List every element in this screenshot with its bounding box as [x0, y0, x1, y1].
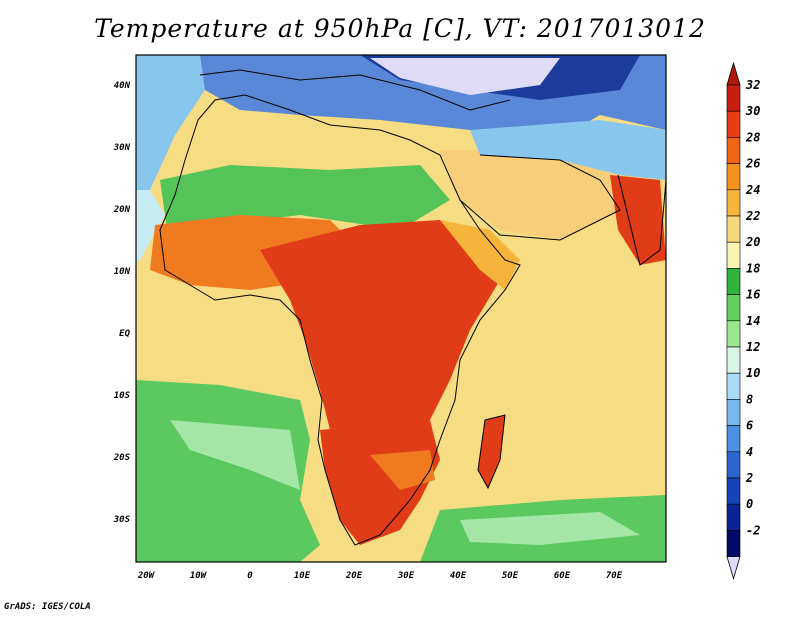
colorbar-swatch [726, 84, 741, 112]
colorbar-swatch [726, 320, 741, 348]
north-atlantic-pale [136, 190, 165, 262]
colorbar-swatch [726, 503, 741, 531]
lon-label: 20E [345, 571, 363, 581]
colorbar-label: 28 [745, 130, 760, 144]
colorbar-label: 32 [745, 78, 760, 92]
lon-label: 70E [606, 571, 623, 581]
lat-label: 20S [113, 453, 131, 463]
colorbar-label: 10 [746, 366, 760, 380]
colorbar-swatch [726, 425, 741, 453]
north-atlantic-cool [136, 55, 230, 230]
lon-label: 10W [190, 571, 208, 581]
south-atlantic-pale [170, 420, 300, 490]
colorbar-label: 12 [746, 340, 760, 354]
europe-coast [199, 69, 511, 111]
madagascar-coast [477, 414, 506, 490]
colorbar-label: 20 [745, 235, 760, 249]
colorbar-swatch [726, 346, 741, 374]
colorbar-label: 26 [745, 157, 760, 171]
sahara-green [160, 165, 450, 250]
lat-label: 10N [114, 267, 131, 277]
colorbar-swatch [726, 110, 741, 138]
lon-label: 0 [247, 571, 253, 581]
map-title: Temperature at 950hPa [C], VT: 201701301… [94, 14, 706, 43]
lon-label: 50E [502, 571, 519, 581]
colorbar-swatch [726, 268, 741, 295]
lat-label: 30N [113, 143, 131, 153]
lat-label: 30S [113, 515, 131, 525]
colorbar-swatch [726, 241, 741, 269]
colorbar-swatch [726, 215, 741, 243]
colorbar-label: -2 [746, 523, 760, 537]
colorbar-label: 22 [745, 209, 760, 223]
colorbar-bottom-arrow [726, 556, 741, 581]
map-frame [135, 54, 667, 563]
horn-warm [440, 220, 520, 290]
colorbar-swatch [726, 137, 741, 164]
coastline-overlay [159, 69, 666, 546]
colorbar-swatch [726, 451, 741, 479]
india-coast [617, 174, 666, 266]
colorbar-label: 2 [745, 471, 753, 485]
colorbar-label: 6 [746, 419, 753, 433]
footer-credit: GrADS: IGES/COLA [4, 602, 91, 612]
lat-axis: 40N 30N 20N 10N EQ 10S 20S 30S [113, 81, 131, 525]
central-africa-hot [260, 220, 500, 440]
colorbar-label: 14 [746, 314, 760, 328]
colorbar-top-arrow [726, 61, 741, 86]
colorbar-swatch [726, 189, 741, 217]
mountain-pale [370, 58, 560, 95]
lon-label: 60E [554, 571, 571, 581]
south-africa-warm [370, 450, 435, 490]
south-africa-hot [320, 420, 440, 545]
colorbar-swatch [726, 372, 741, 400]
south-indian-pale [460, 512, 640, 545]
madagascar [478, 415, 505, 488]
colorbar-swatch [726, 399, 741, 426]
lon-axis: 20W 10W 0 10E 20E 30E 40E 50E 60E 70E [137, 571, 623, 581]
lon-label: 30E [397, 571, 415, 581]
colorbar-swatch [726, 163, 741, 191]
lat-label: 20N [113, 205, 131, 215]
colorbar-label: 8 [746, 392, 753, 406]
africa-coastline [159, 94, 521, 546]
colorbar-label: 4 [746, 445, 753, 459]
lat-label: 40N [114, 81, 131, 91]
colorbar-label: 30 [745, 104, 760, 118]
colorbar-swatch [726, 477, 741, 505]
lat-label: 10S [114, 391, 131, 401]
colorbar-label: 0 [746, 497, 753, 511]
lon-label: 20W [137, 571, 156, 581]
arabia-desert [440, 150, 640, 240]
lon-label: 40E [450, 571, 467, 581]
colorbar-label: 24 [745, 183, 760, 197]
lat-label: EQ [119, 329, 130, 339]
colorbar-swatch [726, 294, 741, 322]
arabia-cool [470, 120, 666, 180]
lon-label: 10E [294, 571, 311, 581]
arabia-coast [459, 154, 621, 241]
colorbar-label: 16 [746, 288, 760, 302]
map-field [136, 55, 666, 562]
colorbar-swatch [726, 530, 741, 557]
colorbar-label: 18 [746, 261, 760, 275]
